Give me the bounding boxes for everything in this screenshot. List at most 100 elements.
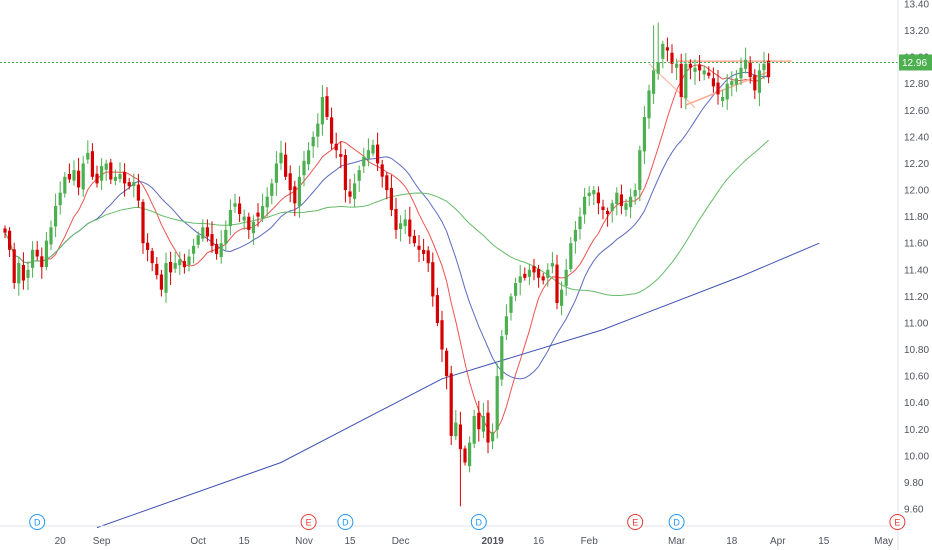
candle-body <box>242 216 246 221</box>
candle-body <box>537 269 541 278</box>
candle-body <box>629 196 633 208</box>
candle-body <box>261 206 265 219</box>
candle-body <box>196 235 200 245</box>
candle-body <box>49 227 53 245</box>
candle <box>215 238 219 260</box>
time-tick-label: Nov <box>295 536 313 547</box>
candle <box>81 156 85 197</box>
price-tick-label: 10.00 <box>904 451 929 462</box>
candle <box>583 187 587 224</box>
candle <box>624 198 628 217</box>
candle <box>169 251 173 285</box>
candle-body <box>606 210 610 214</box>
candle <box>224 220 228 251</box>
candle <box>141 199 145 254</box>
candle-body <box>408 219 412 237</box>
candle <box>721 89 725 108</box>
candle-body <box>716 82 720 95</box>
price-axis[interactable]: 13.4013.2013.0012.8012.6012.4012.2012.00… <box>897 0 932 550</box>
candle-body <box>104 163 108 170</box>
candle <box>426 246 430 273</box>
candle-body <box>665 47 669 51</box>
candle <box>693 59 697 85</box>
candle <box>233 193 237 213</box>
candle-body <box>376 144 380 164</box>
candle-body <box>684 63 688 99</box>
candle <box>150 247 154 272</box>
candle <box>642 105 646 165</box>
candle-body <box>449 373 453 436</box>
candle-body <box>642 117 646 152</box>
candle-body <box>514 283 518 296</box>
candle <box>445 347 449 390</box>
candle-body <box>550 263 554 267</box>
candle-body <box>472 416 476 444</box>
candle <box>504 304 508 341</box>
candle-body <box>265 196 269 208</box>
candle <box>633 183 637 205</box>
candle-body <box>463 448 467 463</box>
candle-body <box>435 295 439 323</box>
event-marker-label: E <box>306 518 312 528</box>
candle-body <box>610 203 614 211</box>
price-tick-label: 12.00 <box>904 186 929 197</box>
candle <box>146 233 150 262</box>
candle-body <box>592 190 596 195</box>
candle-body <box>353 183 357 199</box>
time-tick-label: Apr <box>770 536 786 547</box>
candle <box>670 44 674 74</box>
earnings-marker: E <box>889 514 906 530</box>
candle <box>339 141 343 169</box>
candle <box>601 199 605 220</box>
event-marker-label: E <box>632 518 638 528</box>
candle <box>311 131 315 158</box>
candle <box>495 363 499 439</box>
candle-body <box>698 64 702 71</box>
price-tick-label: 13.20 <box>904 26 929 37</box>
time-tick-label: Oct <box>190 536 206 547</box>
candle <box>109 158 113 185</box>
candle-body <box>431 262 435 297</box>
candle <box>435 287 439 327</box>
last-price-label: 12.96 <box>899 54 932 71</box>
candle-body <box>307 150 311 165</box>
candle-body <box>546 269 550 278</box>
candle <box>629 188 633 218</box>
time-tick-label: 16 <box>533 536 545 547</box>
candle-body <box>366 150 370 159</box>
candle <box>238 196 242 223</box>
candle <box>707 66 711 79</box>
candle <box>762 51 766 80</box>
candle-body <box>518 276 522 283</box>
candle-body <box>656 62 660 74</box>
price-tick-label: 10.60 <box>904 372 929 383</box>
candle-body <box>44 240 48 267</box>
candle-body <box>739 67 743 79</box>
candle-body <box>247 216 251 230</box>
candle-body <box>293 186 297 204</box>
candle-body <box>555 264 559 303</box>
candle-body <box>279 152 283 164</box>
candle-body <box>509 296 513 313</box>
candle <box>316 113 320 148</box>
candle <box>748 56 752 84</box>
time-axis[interactable]: 20 Sep Oct 15 Nov 15 Dec 2019 16 Feb Mar 18 Apr 15 May <box>0 525 898 547</box>
price-tick-label: 12.20 <box>904 159 929 170</box>
candle <box>242 209 246 230</box>
time-tick-label: Dec <box>392 536 410 547</box>
candle <box>8 227 12 257</box>
candle-body <box>748 62 752 77</box>
event-marker-label: D <box>342 518 349 528</box>
candle-body <box>81 163 85 190</box>
candle-body <box>8 230 12 250</box>
candle <box>716 70 720 105</box>
candle-body <box>417 245 421 250</box>
candle-body <box>113 176 117 181</box>
candle <box>619 184 623 215</box>
candle <box>132 173 136 198</box>
candle-body <box>21 265 25 281</box>
candle <box>753 69 757 100</box>
candle-body <box>348 191 352 197</box>
